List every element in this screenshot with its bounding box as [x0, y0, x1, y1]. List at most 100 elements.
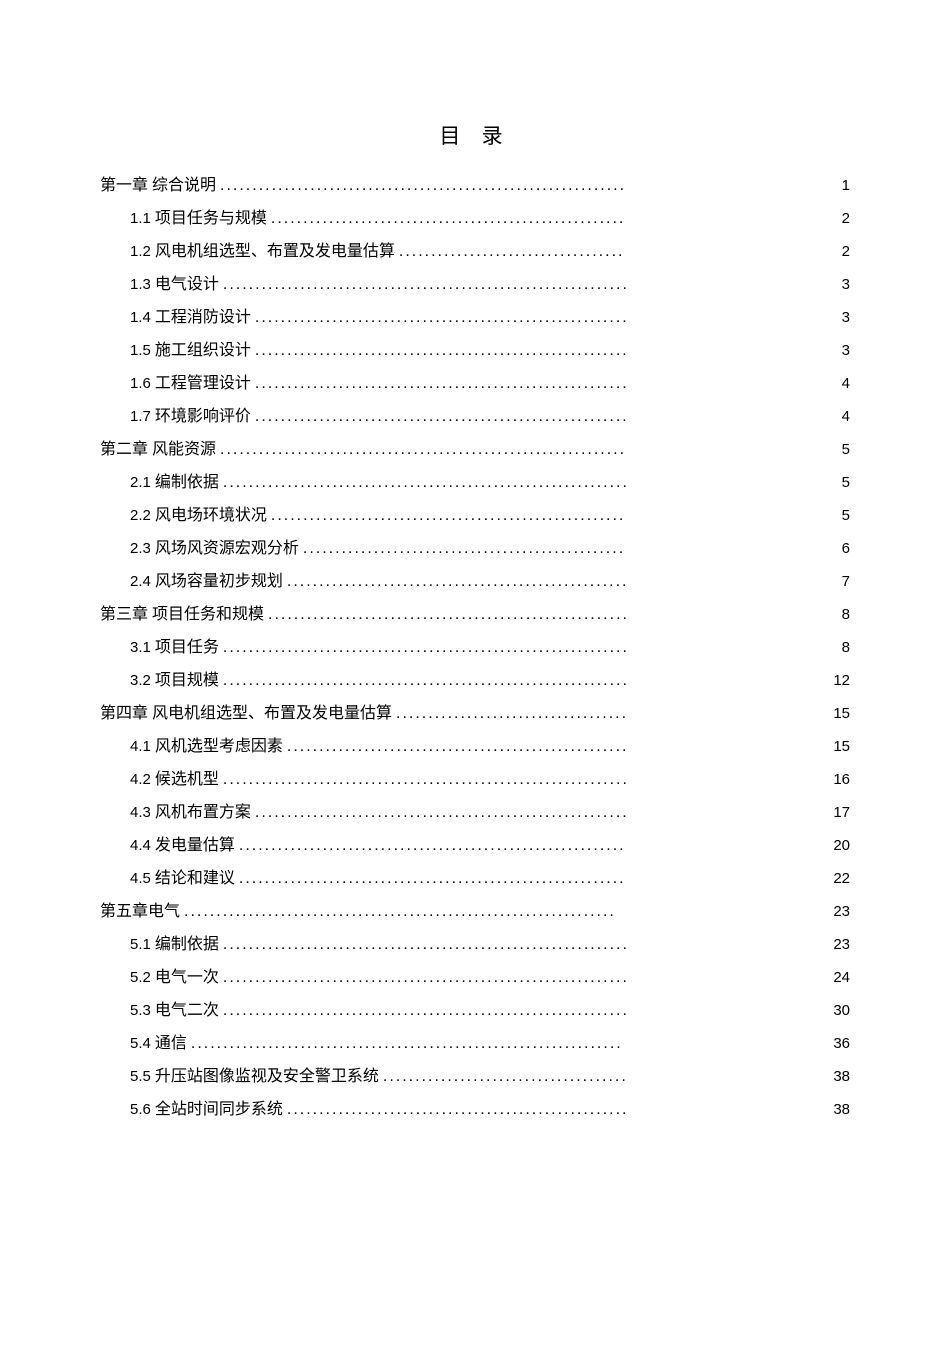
toc-dot-leader: [267, 211, 626, 227]
toc-entry-number: 5.4: [130, 1035, 151, 1052]
toc-entry: 1.3 电气设计3: [100, 277, 850, 293]
toc-entry-page: 30: [826, 1003, 850, 1018]
toc-dot-leader: [216, 178, 626, 194]
toc-entry-title: 电气一次: [155, 969, 219, 986]
toc-entry-number: 5.6: [130, 1101, 151, 1118]
toc-entry-label: 2.4 风场容量初步规划: [130, 574, 283, 590]
toc-entry-title: 编制依据: [155, 474, 219, 491]
toc-entry-number: 4.1: [130, 738, 151, 755]
toc-entry: 1.6 工程管理设计4: [100, 376, 850, 392]
toc-entry-title: 风电场环境状况: [155, 507, 267, 524]
toc-entry-number: 3.2: [130, 672, 151, 689]
toc-entry-title: 结论和建议: [155, 870, 235, 887]
toc-entry-label: 5.3 电气二次: [130, 1003, 219, 1019]
toc-entry-title: 风场风资源宏观分析: [155, 540, 299, 557]
toc-entry-number: 5.3: [130, 1002, 151, 1019]
toc-entry-label: 1.3 电气设计: [130, 277, 219, 293]
toc-entry-label: 1.6 工程管理设计: [130, 376, 251, 392]
toc-entry-title: 风场容量初步规划: [155, 573, 283, 590]
toc-entry: 第五章电气23: [100, 904, 850, 920]
toc-entry-title: 风机布置方案: [155, 804, 251, 821]
toc-entry-title: 项目规模: [155, 672, 219, 689]
toc-entry-label: 1.1 项目任务与规模: [130, 211, 267, 227]
toc-entry-title: 通信: [155, 1035, 187, 1052]
toc-dot-leader: [235, 871, 626, 887]
toc-entry-page: 5: [826, 508, 850, 523]
toc-entry-number: 4.5: [130, 870, 151, 887]
toc-entry-number: 1.7: [130, 408, 151, 425]
toc-entry-label: 4.3 风机布置方案: [130, 805, 251, 821]
toc-entry-page: 4: [826, 409, 850, 424]
toc-entry: 1.4 工程消防设计 3: [100, 310, 850, 326]
toc-dot-leader: [267, 508, 626, 524]
toc-dot-leader: [219, 475, 626, 491]
toc-dot-leader: [219, 970, 626, 986]
toc-entry: 4.2 候选机型 16: [100, 772, 850, 788]
toc-entry: 5.5 升压站图像监视及安全警卫系统38: [100, 1069, 850, 1085]
toc-entry-label: 2.1 编制依据: [130, 475, 219, 491]
toc-entry-label: 第二章 风能资源: [100, 442, 216, 458]
toc-entry-label: 1.5 施工组织设计: [130, 343, 251, 359]
toc-entry: 2.2 风电场环境状况 5: [100, 508, 850, 524]
toc-entry-title: 项目任务与规模: [155, 210, 267, 227]
toc-entry-label: 5.4 通信: [130, 1036, 187, 1052]
toc-entry-page: 3: [826, 343, 850, 358]
toc-dot-leader: [251, 409, 626, 425]
toc-entry-label: 5.5 升压站图像监视及安全警卫系统: [130, 1069, 379, 1085]
toc-entry: 1.5 施工组织设计 3: [100, 343, 850, 359]
toc-entry-title: 第三章 项目任务和规模: [100, 606, 264, 623]
toc-entry-page: 22: [826, 871, 850, 886]
toc-entry-page: 5: [826, 442, 850, 457]
toc-entry-title: 第二章 风能资源: [100, 441, 216, 458]
toc-dot-leader: [235, 838, 626, 854]
toc-entry-title: 项目任务: [155, 639, 219, 656]
toc-entry-number: 5.2: [130, 969, 151, 986]
toc-entry-label: 1.7 环境影响评价: [130, 409, 251, 425]
toc-entry-label: 4.2 候选机型: [130, 772, 219, 788]
toc-entry-page: 2: [826, 244, 850, 259]
toc-entry-number: 5.1: [130, 936, 151, 953]
toc-entry-page: 2: [826, 211, 850, 226]
toc-entry-page: 5: [826, 475, 850, 490]
toc-entry-title: 升压站图像监视及安全警卫系统: [155, 1068, 379, 1085]
toc-entry-title: 编制依据: [155, 936, 219, 953]
toc-list: 第一章 综合说明11.1 项目任务与规模21.2 风电机组选型、布置及发电量估算…: [100, 178, 850, 1118]
toc-entry-number: 1.5: [130, 342, 151, 359]
toc-entry: 5.2 电气一次24: [100, 970, 850, 986]
toc-entry: 第二章 风能资源 5: [100, 442, 850, 458]
toc-entry-number: 4.2: [130, 771, 151, 788]
toc-dot-leader: [392, 706, 626, 722]
toc-dot-leader: [264, 607, 626, 623]
toc-entry-number: 2.1: [130, 474, 151, 491]
toc-entry-page: 15: [826, 706, 850, 721]
toc-entry-title: 工程消防设计: [155, 309, 251, 326]
toc-entry-label: 第三章 项目任务和规模: [100, 607, 264, 623]
toc-entry-number: 2.2: [130, 507, 151, 524]
toc-entry: 1.1 项目任务与规模 2: [100, 211, 850, 227]
toc-entry-page: 12: [826, 673, 850, 688]
toc-entry: 4.3 风机布置方案17: [100, 805, 850, 821]
toc-entry-page: 16: [826, 772, 850, 787]
toc-entry-label: 第四章 风电机组选型、布置及发电量估算: [100, 706, 392, 722]
toc-entry-page: 1: [826, 178, 850, 193]
toc-entry-title: 发电量估算: [155, 837, 235, 854]
toc-entry-label: 4.4 发电量估算: [130, 838, 235, 854]
toc-entry-title: 风电机组选型、布置及发电量估算: [155, 243, 395, 260]
toc-dot-leader: [251, 343, 626, 359]
toc-entry-label: 第一章 综合说明: [100, 178, 216, 194]
toc-entry-number: 5.5: [130, 1068, 151, 1085]
toc-entry-label: 3.2 项目规模: [130, 673, 219, 689]
toc-entry-label: 5.1 编制依据: [130, 937, 219, 953]
toc-entry-number: 2.4: [130, 573, 151, 590]
toc-entry-title: 环境影响评价: [155, 408, 251, 425]
toc-entry-page: 3: [826, 310, 850, 325]
toc-entry-number: 1.4: [130, 309, 151, 326]
toc-entry: 2.3 风场风资源宏观分析6: [100, 541, 850, 557]
toc-dot-leader: [187, 1036, 626, 1052]
toc-dot-leader: [219, 772, 626, 788]
toc-dot-leader: [283, 1102, 626, 1118]
toc-dot-leader: [283, 574, 626, 590]
toc-entry-page: 7: [826, 574, 850, 589]
toc-dot-leader: [219, 640, 626, 656]
toc-entry-number: 4.3: [130, 804, 151, 821]
